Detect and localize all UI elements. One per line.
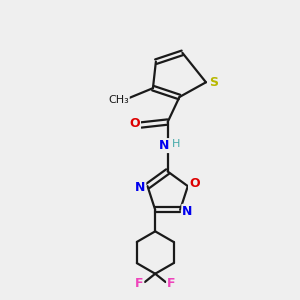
Text: H: H bbox=[172, 139, 180, 149]
Text: O: O bbox=[189, 177, 200, 190]
Text: S: S bbox=[209, 76, 218, 89]
Text: N: N bbox=[135, 181, 145, 194]
Text: CH₃: CH₃ bbox=[108, 95, 129, 105]
Text: F: F bbox=[135, 277, 143, 290]
Text: O: O bbox=[129, 117, 140, 130]
Text: N: N bbox=[159, 139, 169, 152]
Text: N: N bbox=[182, 205, 193, 218]
Text: F: F bbox=[167, 277, 176, 290]
